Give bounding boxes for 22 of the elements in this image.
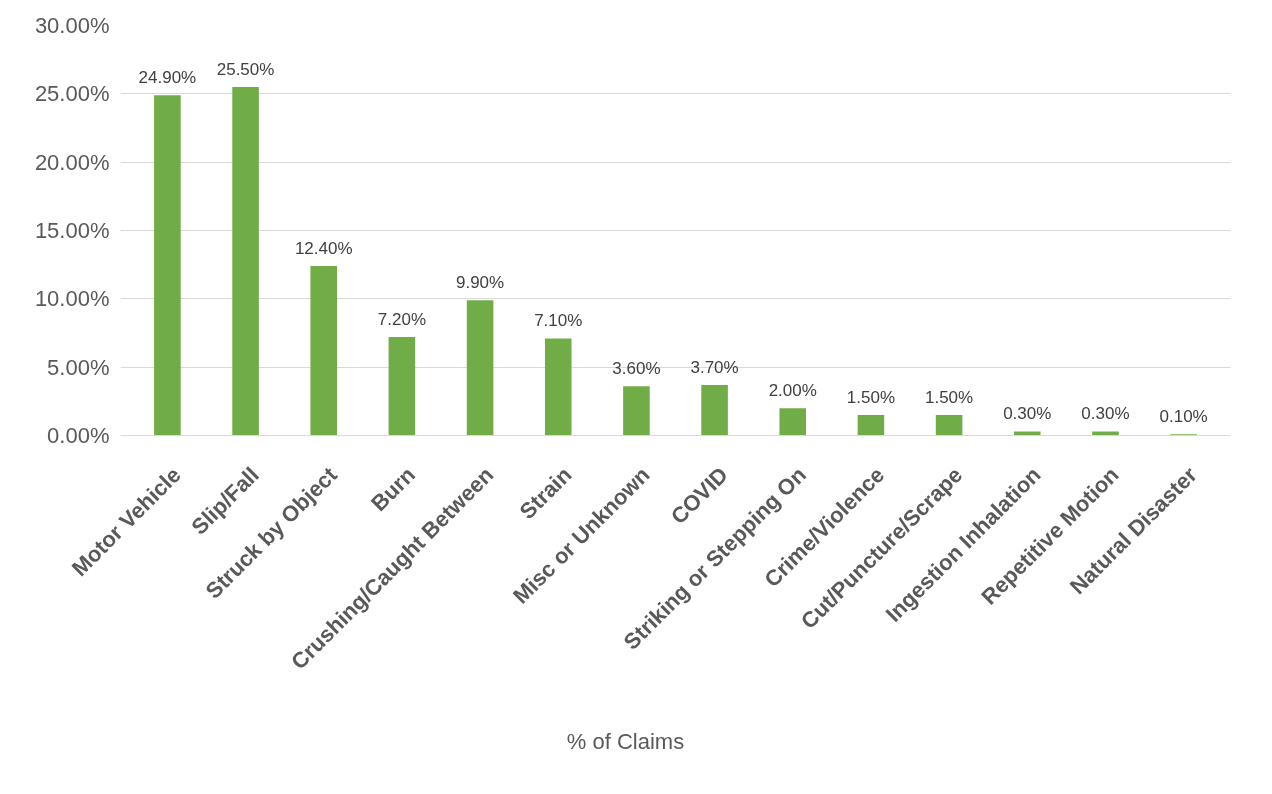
y-tick-label: 30.00% bbox=[34, 13, 110, 38]
y-tick-label: 10.00% bbox=[34, 286, 110, 312]
data-label: 0.10% bbox=[1159, 407, 1208, 427]
data-label: 1.50% bbox=[846, 388, 896, 407]
data-label: 0.30% bbox=[1081, 404, 1130, 424]
data-label: 24.90% bbox=[138, 68, 197, 88]
data-label: 3.70% bbox=[690, 357, 739, 377]
data-label: 7.10% bbox=[534, 311, 583, 331]
y-tick-label: 25.00% bbox=[34, 81, 110, 107]
data-label: 0.30% bbox=[1003, 404, 1052, 424]
data-label: 25.50% bbox=[216, 60, 275, 79]
data-label: 9.90% bbox=[455, 273, 505, 293]
y-tick-label: 0.00% bbox=[47, 423, 110, 448]
y-tick-label: 5.00% bbox=[47, 354, 110, 380]
data-label: 3.60% bbox=[612, 359, 661, 379]
data-label: 7.20% bbox=[377, 310, 427, 330]
data-label: 2.00% bbox=[768, 381, 817, 401]
text: % of Claims bbox=[566, 729, 685, 755]
data-label: 1.50% bbox=[924, 388, 974, 407]
data-label: 12.40% bbox=[294, 239, 353, 259]
y-tick-label: 20.00% bbox=[34, 149, 110, 175]
y-tick-label: 15.00% bbox=[34, 218, 110, 243]
